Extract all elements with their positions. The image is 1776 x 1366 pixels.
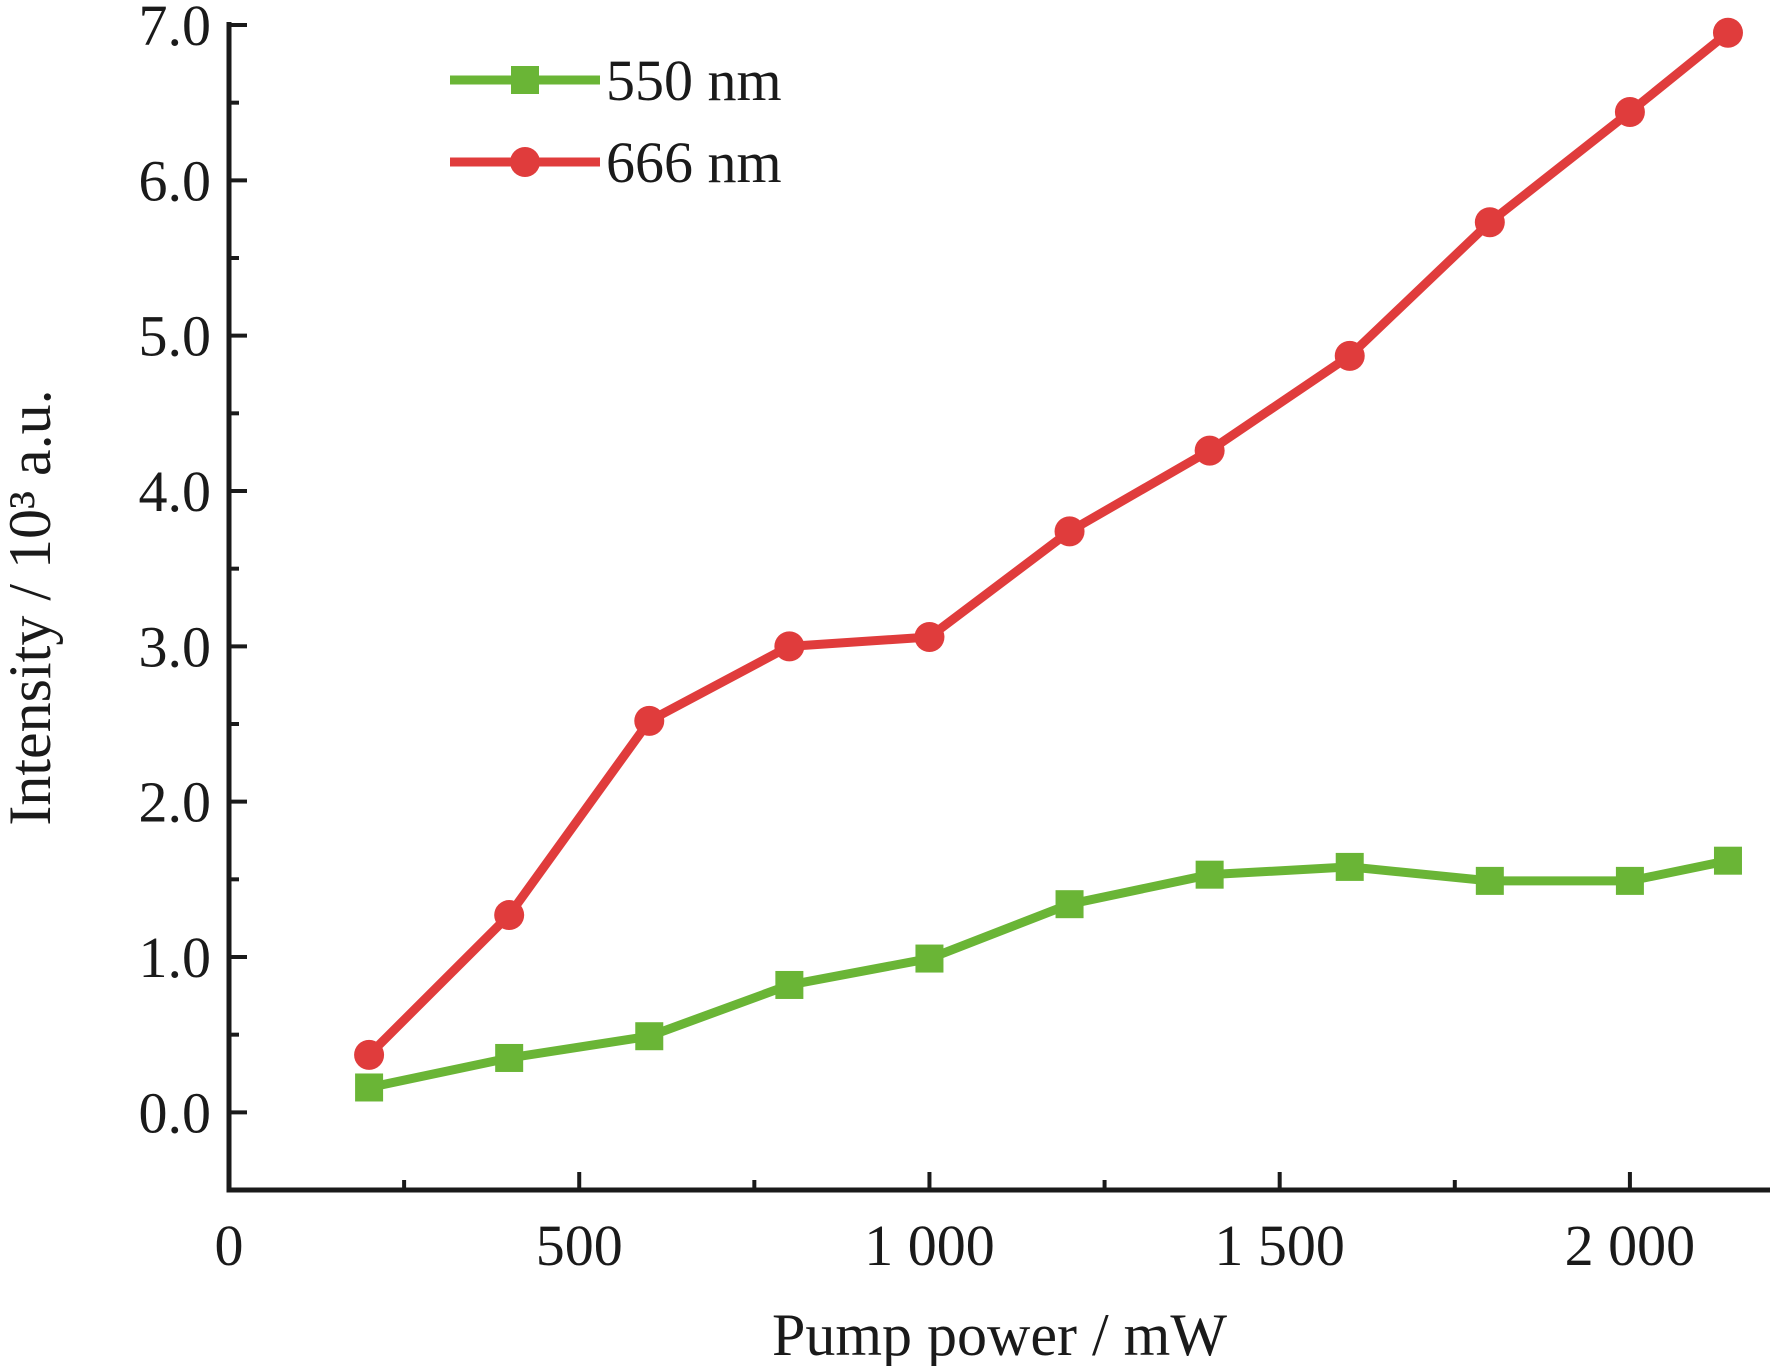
y-axis-title: Intensity / 10³ a.u. — [0, 389, 63, 825]
data-point — [1712, 17, 1743, 48]
data-point — [1475, 866, 1504, 895]
legend-label: 550 nm — [606, 48, 782, 113]
y-tick-label: 3.0 — [139, 614, 212, 679]
y-tick-label: 1.0 — [139, 925, 212, 990]
legend-item: 666 nm — [450, 130, 782, 195]
data-point — [1055, 890, 1084, 919]
data-point — [355, 1073, 384, 1102]
x-tick-label: 1 500 — [1214, 1213, 1345, 1278]
x-tick-label: 2 000 — [1565, 1213, 1696, 1278]
data-point — [914, 622, 945, 653]
axes — [226, 22, 1770, 1193]
series-550-nm — [355, 846, 1742, 1102]
data-point — [775, 970, 804, 999]
data-point — [1614, 96, 1645, 127]
y-tick-label: 5.0 — [139, 304, 212, 369]
data-point — [1195, 860, 1224, 889]
legend: 550 nm 666 nm — [450, 48, 782, 195]
y-tick-label: 2.0 — [139, 770, 212, 835]
tick-marks — [227, 23, 1632, 1192]
data-point — [774, 631, 805, 662]
data-point — [354, 1039, 385, 1070]
x-tick-label: 1 000 — [864, 1213, 995, 1278]
data-point — [915, 944, 944, 973]
y-tick-label: 0.0 — [139, 1080, 212, 1145]
legend-marker — [510, 147, 540, 177]
data-point — [1713, 846, 1742, 875]
legend-marker — [511, 66, 539, 94]
data-point — [635, 1022, 664, 1051]
data-point — [494, 900, 525, 931]
data-point — [495, 1043, 524, 1072]
legend-item: 550 nm — [450, 48, 782, 113]
y-tick-label: 6.0 — [139, 148, 212, 213]
data-point — [1615, 866, 1644, 895]
data-point — [1054, 516, 1085, 547]
data-point — [1474, 207, 1505, 238]
axis-frame — [226, 22, 1770, 1193]
y-tick-label: 7.0 — [139, 0, 212, 58]
series-group — [354, 17, 1743, 1102]
series-line — [368, 856, 1729, 1092]
series-666-nm — [354, 17, 1743, 1070]
x-tick-label: 500 — [536, 1213, 623, 1278]
x-tick-label: 0 — [215, 1213, 244, 1278]
x-axis-title: Pump power / mW — [772, 1302, 1227, 1366]
data-point — [1335, 852, 1364, 881]
y-tick-label: 4.0 — [139, 459, 212, 524]
data-point — [634, 705, 665, 736]
data-point — [1194, 435, 1225, 466]
series-line — [365, 29, 1731, 1059]
tick-labels: 0.0 1.0 2.0 3.0 4.0 5.0 6.0 7.0 0 500 1 000 1 500 2 … — [139, 0, 1696, 1278]
legend-label: 666 nm — [606, 130, 782, 195]
data-point — [1334, 340, 1365, 371]
